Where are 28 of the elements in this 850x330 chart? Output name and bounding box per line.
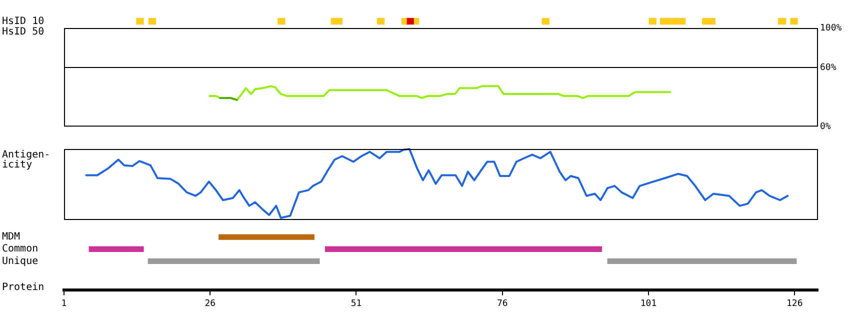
x-tick-label: 101 — [640, 298, 657, 309]
y-tick-label: HsID 10 — [2, 16, 44, 27]
x-tick-label: 26 — [204, 298, 216, 309]
y-tick-label: 60% — [820, 62, 837, 73]
bar — [136, 18, 144, 25]
bar — [778, 18, 786, 25]
bar — [278, 18, 286, 25]
bar — [790, 18, 798, 25]
y-tick-label: 100% — [820, 23, 842, 34]
bar — [330, 18, 343, 25]
y-tick-label: HsID 50 — [2, 26, 44, 38]
bar — [402, 18, 407, 25]
y-tick-label: Common — [2, 244, 38, 255]
bar — [702, 18, 716, 25]
bar — [542, 18, 550, 25]
bar — [148, 18, 156, 25]
bar — [648, 18, 656, 25]
bar — [376, 18, 385, 25]
y-tick-label: MDM — [2, 232, 20, 243]
bar — [660, 18, 686, 25]
x-tick-label: 51 — [350, 298, 362, 309]
y-tick-label: 0% — [820, 122, 832, 132]
x-tick-label: 76 — [496, 298, 508, 309]
x-axis-title: Protein — [2, 282, 44, 293]
y-tick-label: Unique — [2, 256, 38, 267]
y-axis-title: Antigen- icity — [2, 150, 50, 171]
x-tick-label: 1 — [61, 298, 67, 309]
x-tick-label: 126 — [786, 298, 803, 309]
